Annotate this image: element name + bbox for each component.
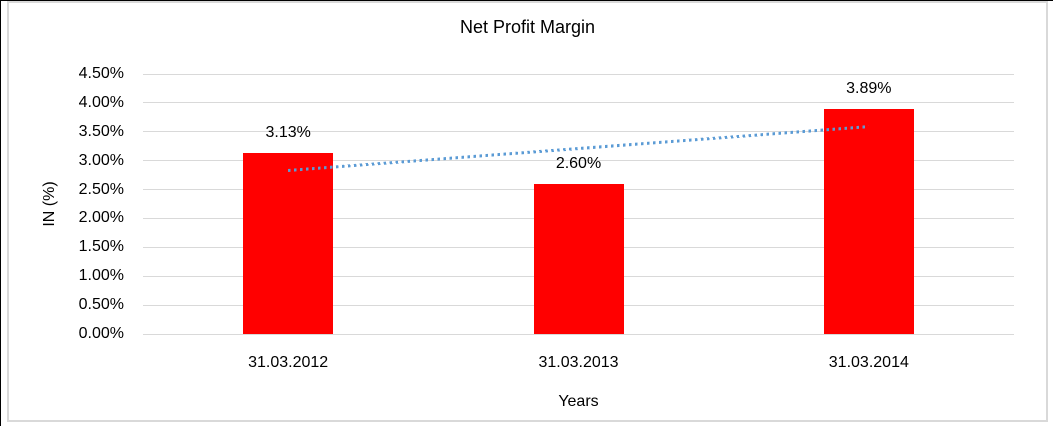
- x-axis-category-label: 31.03.2012: [248, 354, 329, 371]
- y-axis-tick-label: 4.50%: [78, 65, 124, 82]
- bar: [533, 183, 624, 334]
- y-axis-tick-label: 3.00%: [78, 151, 124, 169]
- gridline: [143, 333, 1014, 335]
- gridline: [143, 73, 1014, 75]
- y-axis-tick-label: 2.00%: [78, 209, 124, 227]
- data-label: 3.13%: [265, 124, 311, 142]
- y-axis-tick-label: 0.00%: [78, 325, 124, 342]
- x-axis-category-label: 31.03.2014: [828, 354, 909, 371]
- y-axis-tick-label: 1.00%: [78, 267, 124, 285]
- y-axis-title: IN (%): [41, 181, 58, 227]
- y-axis-tick-label: 4.00%: [78, 93, 124, 111]
- y-axis-tick-label: 0.50%: [78, 296, 124, 314]
- data-label: 3.89%: [846, 80, 892, 98]
- y-axis-tick-label: 2.50%: [78, 180, 124, 198]
- chart-title: Net Profit Margin: [459, 17, 596, 37]
- y-axis-tick-label: 3.50%: [78, 122, 124, 140]
- gridline: [143, 102, 1014, 104]
- gridline: [143, 160, 1014, 162]
- x-axis-category-label: 31.03.2013: [538, 354, 619, 371]
- y-axis-tick-label: 1.50%: [78, 238, 124, 256]
- gridline: [143, 131, 1014, 133]
- bar: [823, 109, 914, 334]
- data-label: 2.60%: [555, 154, 602, 172]
- bar: [243, 153, 334, 334]
- x-axis-title: Years: [558, 393, 599, 410]
